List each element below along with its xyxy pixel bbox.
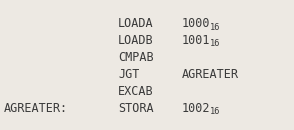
Text: 16: 16 [210, 22, 221, 31]
Text: JGT: JGT [118, 68, 139, 81]
Text: AGREATER:: AGREATER: [4, 102, 68, 115]
Text: 16: 16 [210, 108, 221, 116]
Text: 1000: 1000 [182, 17, 211, 30]
Text: 1002: 1002 [182, 102, 211, 115]
Text: LOADB: LOADB [118, 34, 154, 47]
Text: STORA: STORA [118, 102, 154, 115]
Text: LOADA: LOADA [118, 17, 154, 30]
Text: EXCAB: EXCAB [118, 85, 154, 98]
Text: 1001: 1001 [182, 34, 211, 47]
Text: AGREATER: AGREATER [182, 68, 239, 81]
Text: 16: 16 [210, 40, 221, 48]
Text: CMPAB: CMPAB [118, 51, 154, 64]
